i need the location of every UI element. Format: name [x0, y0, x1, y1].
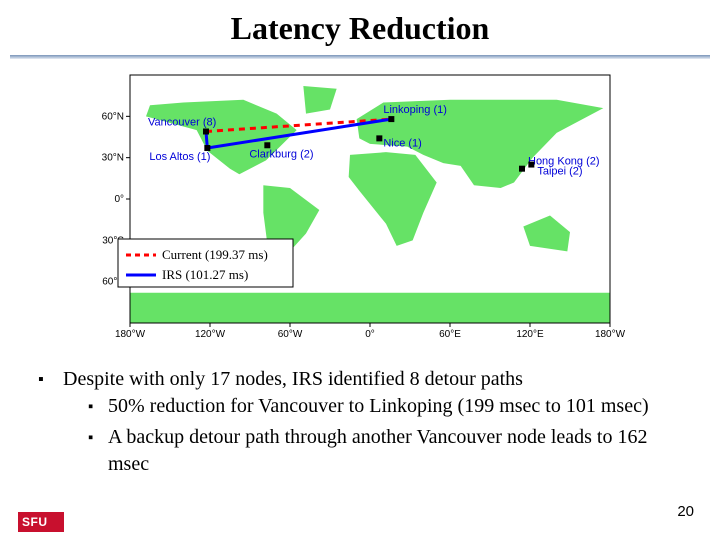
svg-text:60°E: 60°E	[439, 329, 461, 340]
svg-text:Clarkburg (2): Clarkburg (2)	[249, 148, 313, 160]
title-underline	[10, 55, 710, 59]
slide-title: Latency Reduction	[0, 0, 720, 47]
svg-text:Current (199.37 ms): Current (199.37 ms)	[162, 247, 268, 262]
svg-text:60°N: 60°N	[102, 111, 124, 122]
page-number: 20	[677, 503, 694, 520]
svg-text:Taipei (2): Taipei (2)	[537, 166, 582, 178]
svg-text:0°: 0°	[114, 194, 124, 205]
bullet-main: Despite with only 17 nodes, IRS identifi…	[38, 366, 692, 478]
world-map-chart: 60°N30°N0°30°S60°S180°W120°W60°W0°60°E12…	[90, 69, 630, 354]
bullet-sub-1: 50% reduction for Vancouver to Linkoping…	[88, 393, 692, 420]
svg-text:120°E: 120°E	[516, 329, 544, 340]
svg-text:120°W: 120°W	[195, 329, 226, 340]
svg-text:IRS (101.27 ms): IRS (101.27 ms)	[162, 267, 248, 282]
sfu-logo: SFU	[18, 512, 64, 532]
svg-text:180°W: 180°W	[595, 329, 626, 340]
bullet-sub-2: A backup detour path through another Van…	[88, 424, 692, 478]
bullet-list: Despite with only 17 nodes, IRS identifi…	[0, 354, 720, 478]
svg-text:Los Altos (1): Los Altos (1)	[149, 151, 210, 163]
svg-text:Nice (1): Nice (1)	[383, 137, 422, 149]
svg-text:Linkoping (1): Linkoping (1)	[383, 104, 447, 116]
svg-text:30°N: 30°N	[102, 153, 124, 164]
svg-text:Vancouver (8): Vancouver (8)	[148, 116, 216, 128]
svg-text:60°W: 60°W	[278, 329, 303, 340]
svg-text:180°W: 180°W	[115, 329, 146, 340]
map-svg: 60°N30°N0°30°S60°S180°W120°W60°W0°60°E12…	[90, 69, 630, 354]
svg-text:0°: 0°	[365, 329, 375, 340]
